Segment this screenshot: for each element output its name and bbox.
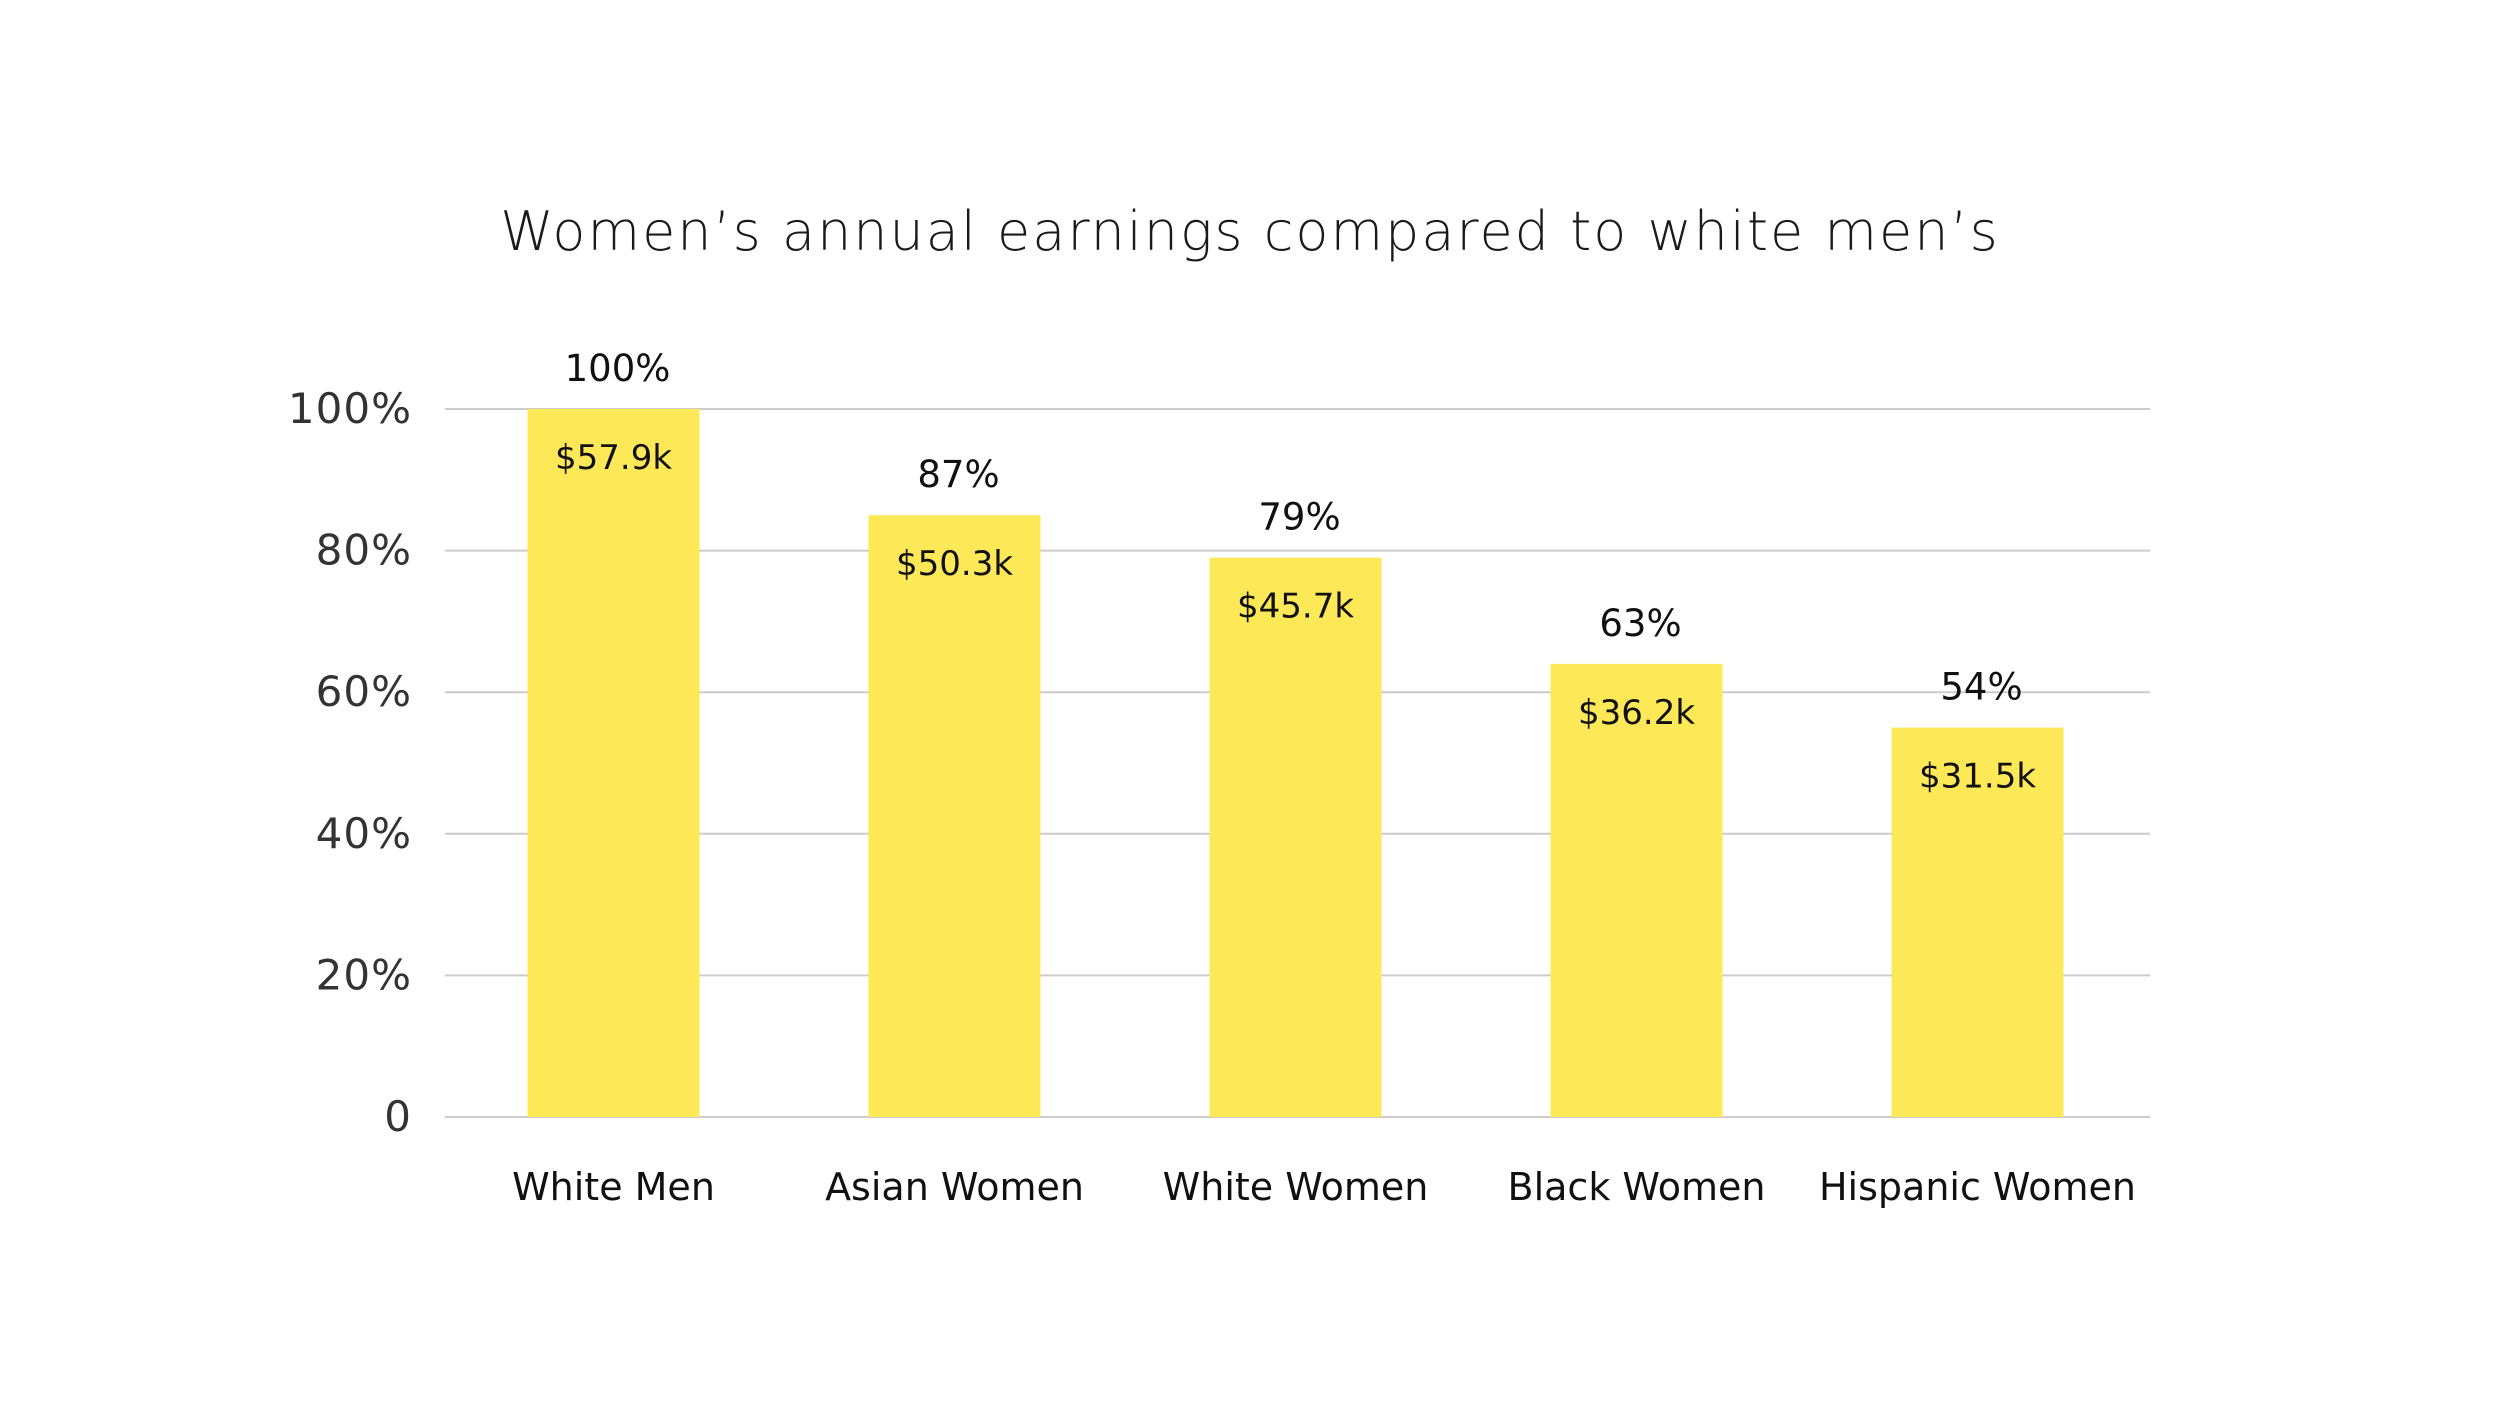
bar	[1550, 663, 1723, 1117]
x-axis-ticks: White Men Asian Women White Women Black Wom…	[512, 1165, 2136, 1209]
y-tick-label: 60%	[316, 667, 412, 716]
x-tick-label: White Men	[512, 1165, 715, 1209]
percent-label: 87%	[917, 453, 999, 496]
y-tick-label: 80%	[316, 526, 412, 575]
x-tick-label: White Women	[1163, 1165, 1429, 1209]
x-tick-label: Asian Women	[825, 1165, 1084, 1209]
percent-label: 63%	[1599, 602, 1681, 645]
earnings-label: $31.5k	[1919, 757, 2036, 797]
bar	[527, 409, 700, 1117]
earnings-label: $57.9k	[555, 438, 672, 478]
y-tick-label: 100%	[288, 384, 412, 433]
y-axis-ticks: 0 20% 40% 60% 80% 100%	[288, 384, 412, 1141]
earnings-label: $36.2k	[1578, 693, 1695, 733]
y-tick-label: 20%	[316, 950, 412, 999]
y-tick-label: 40%	[316, 809, 412, 858]
earnings-label: $45.7k	[1237, 587, 1354, 627]
chart-title: Women’s annual earnings compared to whit…	[500, 200, 2000, 263]
bar	[868, 515, 1041, 1117]
percent-label: 54%	[1940, 666, 2022, 709]
bar	[1209, 557, 1382, 1117]
percent-label: 100%	[565, 347, 671, 390]
bar	[1891, 727, 2064, 1117]
earnings-label: $50.3k	[896, 544, 1013, 584]
y-tick-label: 0	[384, 1092, 412, 1141]
bars	[527, 409, 2064, 1117]
x-tick-label: Hispanic Women	[1819, 1165, 2136, 1209]
percent-label: 79%	[1258, 496, 1340, 539]
data-labels: 100% $57.9k 87% $50.3k 79% $45.7k 63% $36.2k 54%…	[555, 347, 2036, 797]
x-tick-label: Black Women	[1508, 1165, 1766, 1209]
